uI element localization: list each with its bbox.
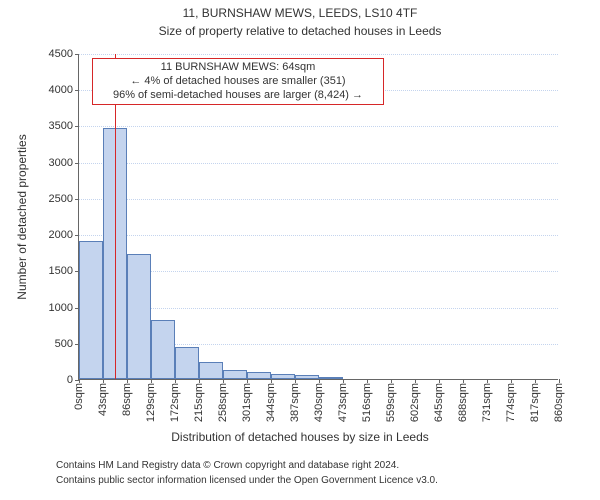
- y-tick-label: 2500: [49, 193, 79, 205]
- x-tick-label: 215sqm: [193, 383, 205, 422]
- gridline: [79, 126, 558, 127]
- x-tick-label: 129sqm: [145, 383, 157, 422]
- annotation-line-1: 11 BURNSHAW MEWS: 64sqm: [99, 61, 377, 75]
- histogram-bar: [247, 372, 271, 379]
- x-tick-label: 516sqm: [361, 383, 373, 422]
- x-tick-label: 602sqm: [409, 383, 421, 422]
- chart-subtitle: Size of property relative to detached ho…: [0, 24, 600, 38]
- x-tick-label: 817sqm: [529, 383, 541, 422]
- gridline: [79, 199, 558, 200]
- annotation-box: 11 BURNSHAW MEWS: 64sqm ← 4% of detached…: [92, 58, 384, 105]
- histogram-bar: [295, 375, 319, 379]
- y-tick-label: 3000: [49, 157, 79, 169]
- y-tick-label: 4500: [49, 48, 79, 60]
- chart-title-line1: 11, BURNSHAW MEWS, LEEDS, LS10 4TF: [0, 6, 600, 20]
- x-tick-label: 645sqm: [433, 383, 445, 422]
- x-tick-label: 688sqm: [457, 383, 469, 422]
- y-tick-label: 2000: [49, 229, 79, 241]
- histogram-bar: [223, 370, 247, 379]
- x-tick-label: 473sqm: [337, 383, 349, 422]
- x-tick-label: 86sqm: [121, 383, 133, 416]
- x-tick-label: 344sqm: [265, 383, 277, 422]
- x-tick-label: 43sqm: [97, 383, 109, 416]
- footnote-line-2: Contains public sector information licen…: [56, 475, 438, 486]
- y-tick-label: 1000: [49, 302, 79, 314]
- x-tick-label: 774sqm: [505, 383, 517, 422]
- x-tick-label: 860sqm: [553, 383, 565, 422]
- gridline: [79, 235, 558, 236]
- histogram-bar: [175, 347, 199, 379]
- chart-container: { "layout": { "width": 600, "height": 50…: [0, 0, 600, 500]
- annotation-line-2: ← 4% of detached houses are smaller (351…: [99, 75, 377, 89]
- histogram-bar: [271, 374, 295, 379]
- y-tick-label: 3500: [49, 120, 79, 132]
- annotation-line-3: 96% of semi-detached houses are larger (…: [99, 89, 377, 103]
- x-tick-label: 430sqm: [313, 383, 325, 422]
- footnote-line-1: Contains HM Land Registry data © Crown c…: [56, 460, 399, 471]
- y-tick-label: 1500: [49, 265, 79, 277]
- x-tick-label: 172sqm: [169, 383, 181, 422]
- histogram-bar: [79, 241, 103, 379]
- histogram-bar: [127, 254, 151, 379]
- histogram-bar: [319, 377, 343, 379]
- histogram-bar: [199, 362, 223, 379]
- x-tick-label: 301sqm: [241, 383, 253, 422]
- x-tick-label: 387sqm: [289, 383, 301, 422]
- x-tick-label: 731sqm: [481, 383, 493, 422]
- y-tick-label: 500: [55, 338, 79, 350]
- gridline: [79, 54, 558, 55]
- histogram-bar: [151, 320, 175, 379]
- y-tick-label: 4000: [49, 84, 79, 96]
- y-axis-label: Number of detached properties: [15, 134, 29, 299]
- gridline: [79, 163, 558, 164]
- x-tick-label: 559sqm: [385, 383, 397, 422]
- x-axis-label: Distribution of detached houses by size …: [0, 430, 600, 444]
- x-tick-label: 0sqm: [73, 383, 85, 410]
- x-tick-label: 258sqm: [217, 383, 229, 422]
